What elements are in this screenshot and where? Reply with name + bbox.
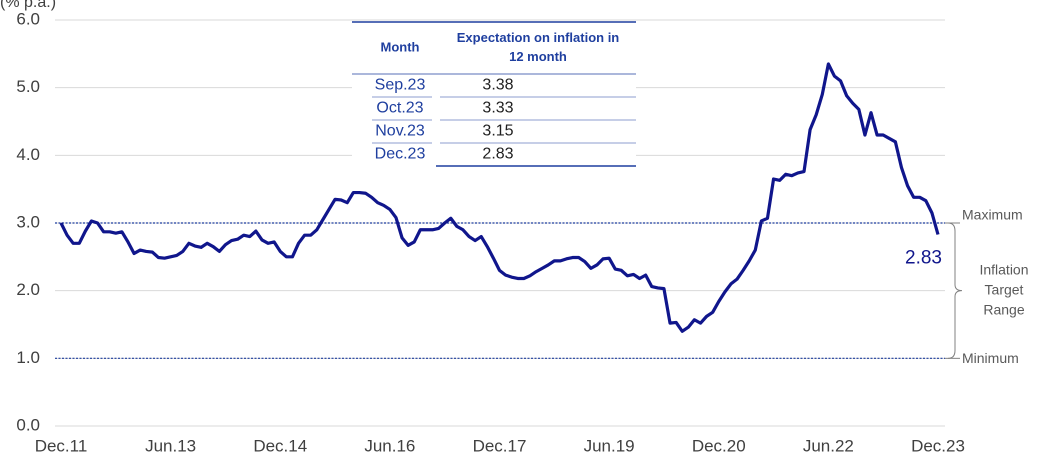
table-cell: 3.15	[482, 123, 513, 140]
y-tick-label: 2.0	[16, 280, 40, 299]
reference-label: Minimum	[962, 350, 1019, 366]
y-tick-label: 4.0	[16, 145, 40, 164]
range-label: Range	[983, 301, 1024, 317]
y-tick-label: 5.0	[16, 77, 40, 96]
range-bracket	[947, 222, 963, 359]
x-tick-label: Dec.20	[692, 436, 746, 455]
reference-label: Maximum	[962, 207, 1023, 223]
table-cell: Oct.23	[376, 100, 423, 117]
y-tick-label: 0.0	[16, 415, 40, 434]
y-axis-label: (% p.a.)	[0, 0, 56, 11]
table-cell: Dec.23	[375, 146, 426, 163]
table-cell: 3.38	[482, 77, 513, 94]
table-header: Month	[381, 39, 420, 54]
line-series	[59, 62, 940, 333]
y-tick-label: 6.0	[16, 9, 40, 28]
data-label: 2.83	[905, 248, 942, 269]
table-header: Expectation on inflation in 12 month	[457, 30, 620, 64]
x-tick-label: Jun.13	[145, 436, 196, 455]
range-label: Inflation	[979, 261, 1028, 277]
table-cell: Sep.23	[375, 77, 426, 94]
x-tick-label: Dec.17	[473, 436, 527, 455]
table-cell: Nov.23	[375, 123, 425, 140]
table-cell: 3.33	[482, 100, 513, 117]
x-tick-label: Dec.23	[911, 436, 965, 455]
y-tick-label: 3.0	[16, 212, 40, 231]
range-label: Target	[985, 281, 1024, 297]
x-tick-label: Dec.11	[35, 436, 88, 455]
table-bg	[352, 22, 636, 166]
y-tick-label: 1.0	[16, 348, 40, 367]
x-tick-label: Dec.14	[253, 436, 307, 455]
x-tick-label: Jun.22	[803, 436, 854, 455]
table-cell: 2.83	[482, 146, 513, 163]
x-tick-label: Jun.16	[364, 436, 415, 455]
x-tick-label: Jun.19	[584, 436, 635, 455]
